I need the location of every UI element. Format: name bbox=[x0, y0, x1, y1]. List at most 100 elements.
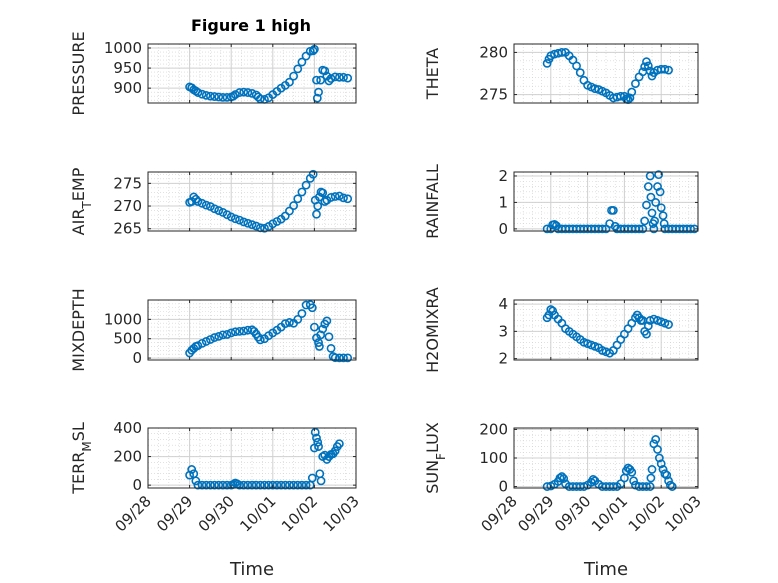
data-point bbox=[260, 223, 269, 233]
data-point bbox=[339, 353, 348, 363]
data-point bbox=[214, 92, 224, 102]
y-tick-label: 950 bbox=[113, 59, 142, 77]
data-point bbox=[334, 72, 344, 82]
data-point bbox=[313, 201, 323, 211]
data-point bbox=[314, 338, 323, 347]
data-point bbox=[343, 73, 353, 83]
data-point bbox=[235, 215, 244, 225]
data-point bbox=[230, 214, 240, 224]
data-point bbox=[654, 170, 664, 180]
data-point bbox=[629, 476, 638, 486]
data-point bbox=[293, 480, 303, 490]
y-axis-label: THETA bbox=[423, 48, 442, 100]
y-axis-label: MIXDEPTH bbox=[69, 288, 88, 371]
data-series bbox=[542, 435, 677, 491]
axes-frame bbox=[147, 171, 357, 232]
data-point bbox=[210, 92, 219, 101]
x-axis-label: Time bbox=[229, 559, 274, 580]
data-point bbox=[260, 480, 269, 490]
x-tick-label: 10/02 bbox=[625, 492, 668, 535]
y-tick-label: 275 bbox=[113, 174, 142, 192]
data-point bbox=[218, 330, 228, 340]
data-point bbox=[588, 475, 598, 484]
data-point bbox=[334, 353, 344, 363]
data-point bbox=[627, 87, 637, 97]
data-point bbox=[205, 480, 215, 490]
data-point bbox=[650, 216, 659, 226]
data-point bbox=[205, 91, 215, 101]
data-point bbox=[251, 221, 261, 231]
x-tick-label: 09/29 bbox=[514, 492, 557, 535]
data-point bbox=[334, 439, 344, 449]
x-tick-label: 10/01 bbox=[236, 492, 279, 535]
data-point bbox=[243, 88, 253, 97]
y-axis-label: RAINFALL bbox=[423, 164, 442, 239]
y-tick-label: 280 bbox=[479, 43, 508, 61]
data-point bbox=[301, 480, 311, 490]
data-point bbox=[326, 193, 336, 202]
data-point bbox=[316, 476, 326, 486]
data-point bbox=[235, 326, 244, 336]
data-point bbox=[343, 194, 353, 204]
y-axis-label: PRESSURE bbox=[69, 31, 88, 115]
data-point bbox=[640, 216, 650, 226]
data-point bbox=[214, 480, 224, 490]
subplot-sun: 0 100 200 SUNFLUX 09/2809/2909/3010/0110/021… bbox=[423, 420, 705, 580]
y-tick-label: 100 bbox=[479, 449, 508, 467]
data-point bbox=[239, 326, 249, 336]
y-tick-label: 1000 bbox=[104, 39, 142, 57]
subplot-air: 265 270 275 AIRTEMP bbox=[69, 167, 357, 238]
data-point bbox=[197, 89, 207, 99]
axes-frame bbox=[147, 427, 357, 489]
data-point bbox=[555, 473, 565, 483]
data-point bbox=[330, 446, 340, 456]
data-point bbox=[276, 480, 286, 490]
data-point bbox=[264, 480, 274, 490]
y-tick-label: 400 bbox=[113, 419, 142, 437]
data-point bbox=[320, 450, 330, 460]
x-tick-label: 10/01 bbox=[588, 492, 631, 535]
y-tick-label: 0 bbox=[132, 476, 142, 494]
data-point bbox=[293, 194, 303, 204]
x-axis-label: Time bbox=[583, 559, 628, 580]
data-point bbox=[230, 90, 240, 99]
data-point bbox=[218, 480, 228, 490]
data-point bbox=[313, 437, 323, 447]
data-point bbox=[666, 480, 675, 490]
data-point bbox=[308, 169, 318, 179]
x-tick-label: 09/30 bbox=[195, 492, 238, 535]
subplot-rainfall: 0 1 2 RAINFALL bbox=[423, 164, 699, 239]
tick-marks bbox=[147, 427, 357, 488]
data-point bbox=[324, 332, 334, 342]
data-point bbox=[658, 211, 668, 221]
minor-grid bbox=[148, 172, 356, 231]
data-point bbox=[243, 218, 253, 228]
data-point bbox=[314, 87, 323, 97]
y-tick-label: 500 bbox=[113, 330, 142, 348]
data-point bbox=[293, 64, 303, 74]
data-point bbox=[330, 353, 340, 363]
data-point bbox=[307, 473, 317, 483]
data-point bbox=[643, 321, 653, 331]
data-point bbox=[201, 90, 211, 100]
tick-marks bbox=[147, 300, 357, 360]
data-point bbox=[297, 57, 307, 67]
data-point bbox=[280, 480, 290, 490]
data-point bbox=[651, 198, 661, 207]
y-tick-label: 1 bbox=[498, 193, 508, 211]
data-point bbox=[557, 472, 567, 481]
data-point bbox=[334, 191, 344, 201]
data-point bbox=[251, 480, 261, 490]
data-point bbox=[312, 75, 321, 85]
data-point bbox=[297, 187, 307, 197]
data-point bbox=[285, 318, 294, 327]
data-point bbox=[310, 427, 320, 437]
data-point bbox=[312, 209, 321, 219]
y-tick-label: 200 bbox=[113, 448, 142, 466]
data-point bbox=[289, 480, 298, 490]
tick-marks bbox=[513, 172, 699, 231]
y-tick-label: 265 bbox=[113, 220, 142, 238]
data-point bbox=[322, 316, 332, 326]
y-tick-label: 3 bbox=[498, 322, 508, 340]
